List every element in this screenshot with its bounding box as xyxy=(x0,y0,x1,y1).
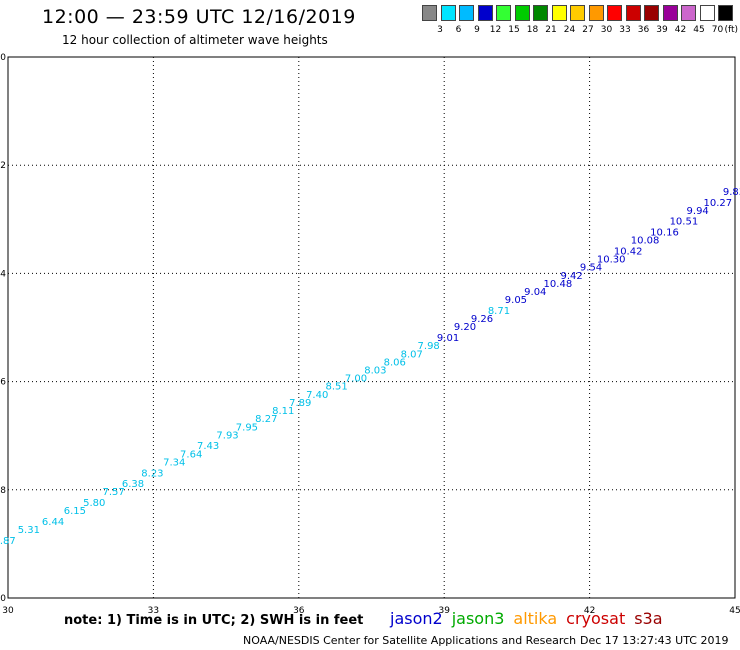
wave-height-label: 9.04 xyxy=(524,287,546,298)
wave-height-label: 8.71 xyxy=(488,306,510,317)
scale-swatch xyxy=(681,5,696,21)
wave-height-label: 5.31 xyxy=(18,525,40,536)
wave-height-label: 7.43 xyxy=(197,441,219,452)
wave-height-label: 9.42 xyxy=(561,271,583,282)
wave-height-label: 7.95 xyxy=(236,422,258,433)
x-tick-label: 42 xyxy=(584,606,595,616)
credit-line: NOAA/NESDIS Center for Satellite Applica… xyxy=(243,634,577,647)
scale-label: 9 xyxy=(474,25,480,35)
scale-swatch xyxy=(514,5,530,21)
wave-height-label: 8.03 xyxy=(364,365,386,376)
wave-height-label: 7.34 xyxy=(163,457,185,468)
scale-label: 70 xyxy=(711,25,724,35)
scale-label: 3 xyxy=(437,25,443,35)
scale-label: 18 xyxy=(526,25,539,35)
scale-label: 15 xyxy=(508,25,520,35)
scale-label: 24 xyxy=(563,25,576,35)
wave-height-label: 6.15 xyxy=(64,506,86,517)
scale-swatch xyxy=(533,5,548,21)
wave-height-label: 8.06 xyxy=(384,357,406,368)
wave-height-label: 9.05 xyxy=(505,295,527,306)
wave-height-label: 7.40 xyxy=(306,390,328,401)
y-tick-label: -56 xyxy=(0,378,6,388)
scale-label: 12 xyxy=(489,25,502,35)
scale-swatch xyxy=(718,5,733,21)
map-title: 12:00 — 23:59 UTC 12/16/2019 xyxy=(42,6,356,28)
wave-height-label: 10.42 xyxy=(614,246,643,257)
scale-swatch xyxy=(422,5,437,21)
wave-height-label: 8.07 xyxy=(401,349,423,360)
wave-height-label: 5.87 xyxy=(0,536,16,547)
wave-height-label: 9.54 xyxy=(580,263,602,274)
wave-height-label: 10.51 xyxy=(670,217,699,228)
y-tick-label: -60 xyxy=(0,594,6,604)
scale-swatch xyxy=(570,5,585,21)
wave-height-label: 9.83 xyxy=(723,187,740,198)
scale-unit: (ft) xyxy=(724,25,739,35)
scale-label: 36 xyxy=(637,25,650,35)
wave-height-label: 10.30 xyxy=(597,255,626,266)
mission-label-jason3: jason3 xyxy=(451,609,505,628)
scale-label: 21 xyxy=(545,25,557,35)
wave-height-label: 7.64 xyxy=(180,449,202,460)
x-tick-label: 45 xyxy=(729,606,740,616)
wave-height-label: 10.48 xyxy=(544,279,573,290)
mission-label-jason2: jason2 xyxy=(390,609,443,628)
mission-label-altika: altika xyxy=(513,609,558,628)
y-tick-label: -50 xyxy=(0,53,6,63)
scale-label: 42 xyxy=(674,25,687,35)
wave-height-label: 6.38 xyxy=(122,479,144,490)
scale-swatch xyxy=(551,5,567,21)
wave-height-label: 7.98 xyxy=(418,341,440,352)
scale-swatch xyxy=(644,5,659,21)
x-tick-label: 33 xyxy=(148,606,159,616)
wave-height-label: 9.20 xyxy=(454,322,476,333)
scale-swatch xyxy=(607,5,622,21)
scale-label: 33 xyxy=(619,25,631,35)
wave-height-label: 8.27 xyxy=(255,414,277,425)
map-frame xyxy=(7,56,736,599)
scale-label: 27 xyxy=(582,25,594,35)
scale-swatch xyxy=(459,5,474,21)
scale-swatch xyxy=(662,5,678,21)
scale-swatch xyxy=(588,5,604,21)
wave-height-label: 8.11 xyxy=(272,406,294,417)
wave-height-label: 9.26 xyxy=(471,314,493,325)
scale-swatch xyxy=(440,5,456,21)
scale-label: 45 xyxy=(693,25,705,35)
wave-height-label: 7.57 xyxy=(103,487,125,498)
y-tick-label: -54 xyxy=(0,269,6,279)
scale-swatch xyxy=(477,5,493,21)
scale-swatch xyxy=(625,5,641,21)
wave-height-label: 5.80 xyxy=(83,498,105,509)
wave-height-label: 8.23 xyxy=(141,468,163,479)
scale-label: 6 xyxy=(455,25,462,35)
wave-height-label: 9.01 xyxy=(437,333,459,344)
mission-legend: jason2 jason3 altika cryosat s3a xyxy=(390,609,672,628)
wave-height-label: 10.08 xyxy=(631,236,660,247)
mission-label-cryosat: cryosat xyxy=(566,609,626,628)
wave-height-label: 9.94 xyxy=(687,206,709,217)
x-tick-label: 36 xyxy=(293,606,305,616)
footer-note: note: 1) Time is in UTC; 2) SWH is in fe… xyxy=(64,613,364,628)
scale-label: 30 xyxy=(600,25,613,35)
scale-label: 39 xyxy=(656,25,668,35)
map-subtitle: 12 hour collection of altimeter wave hei… xyxy=(62,33,328,47)
x-tick-label: 39 xyxy=(438,606,450,616)
y-tick-label: -58 xyxy=(0,486,6,496)
wave-height-label: 7.93 xyxy=(216,430,238,441)
wave-height-label: 8.51 xyxy=(325,382,347,393)
wave-height-label: 10.27 xyxy=(703,198,732,209)
scale-swatch xyxy=(496,5,511,21)
scale-swatch xyxy=(699,5,715,21)
mission-label-s3a: s3a xyxy=(634,609,663,628)
y-tick-label: -52 xyxy=(0,161,6,171)
wave-height-label: 7.89 xyxy=(289,398,311,409)
generated-timestamp: Dec 17 13:27:43 UTC 2019 xyxy=(580,634,729,647)
wave-height-label: 6.44 xyxy=(42,517,64,528)
wave-height-label: 7.00 xyxy=(345,374,367,385)
x-tick-label: 30 xyxy=(2,606,14,616)
wave-height-label: 10.16 xyxy=(650,228,679,239)
